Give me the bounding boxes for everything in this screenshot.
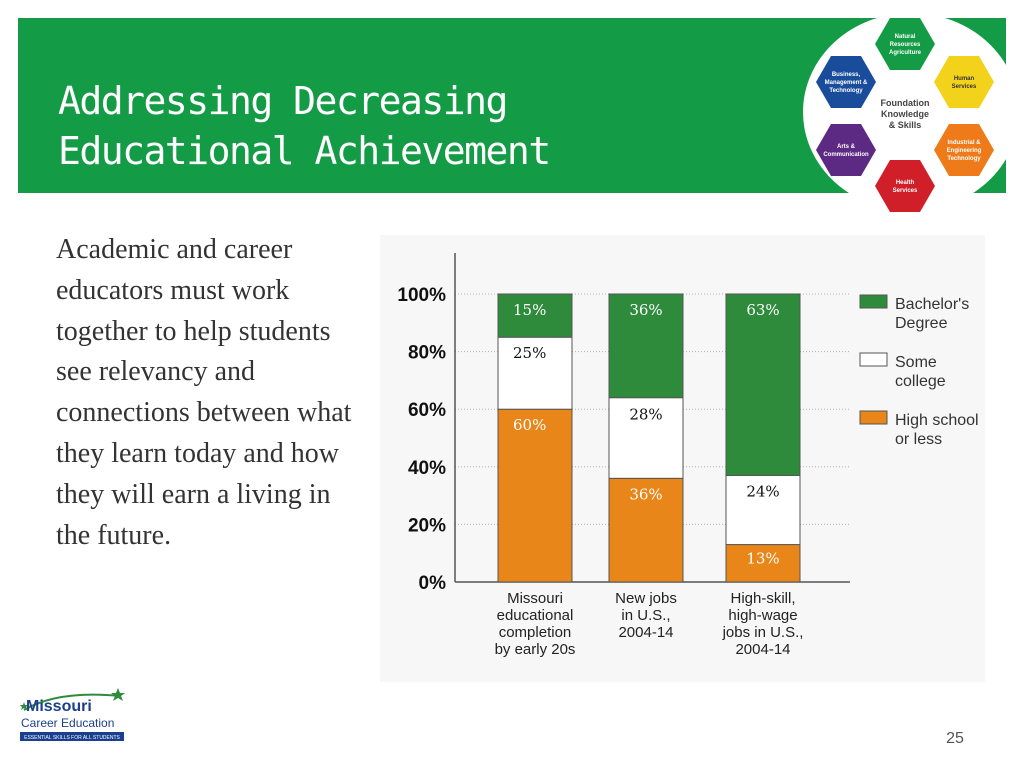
legend-swatch-high-school-or-less [859,410,888,425]
bar-high-school-or-less-1 [497,408,573,583]
wheel-segment-health-services-label-2: Services [893,188,918,194]
legend-label-high-school-or-less: or less [895,431,942,448]
wheel-segment-industrial-engineering-technology-label-3: Technology [947,156,981,162]
bar-bachelor-s-degree-1 [497,293,573,338]
bar-bachelor-s-degree-2 [608,293,684,399]
wheel-segment-arts-communication [816,124,876,176]
wheel-segments: Natural Resources Agriculture Human Services… [816,18,994,212]
x-category-label: 2004-14 [618,624,673,641]
legend-label-some-college: college [895,373,946,390]
bar-some-college-3 [725,474,801,546]
wheel-center-line-1: Foundation [881,98,930,108]
logo-tagline: ESSENTIAL SKILLS FOR ALL STUDENTS [24,735,120,741]
y-tick-label: 100% [397,285,446,306]
missouri-career-education-logo: Missouri Career Education ESSENTIAL SKIL… [20,688,125,741]
x-category-label: in U.S., [621,607,670,624]
y-tick-label: 80% [408,343,446,364]
wheel-segment-natural-resources-agriculture-label-3: Agriculture [889,50,922,56]
data-label-bachelor-s-degree-2: 36% [629,301,662,319]
wheel-segment-health-services [875,160,935,212]
x-category-label: educational [497,607,574,624]
wheel-segment-human-services [934,56,994,108]
wheel-segment-arts-communication-label-1: Arts & [837,144,856,150]
logo-tagline-bar [20,732,124,741]
bar-some-college-1 [497,336,573,410]
y-tick-label: 20% [408,515,446,536]
data-label-high-school-or-less-1: 60% [513,416,546,434]
wheel-segment-natural-resources-agriculture [875,18,935,70]
wheel-segment-industrial-engineering-technology [934,124,994,176]
bar-bachelor-s-degree-3 [725,293,801,476]
bar-some-college-2 [608,397,684,479]
logo-star-icon [111,688,125,701]
logo-small-star-icon [20,702,28,710]
wheel-center-line-3: & Skills [889,120,922,130]
wheel-segment-natural-resources-agriculture-label-2: Resources [890,42,921,48]
legend-label-bachelor-s-degree: Bachelor's [895,296,969,313]
slide-title-line-1: Addressing Decreasing [58,79,508,123]
wheel-segment-industrial-engineering-technology-label-1: Industrial & [947,140,981,146]
legend-label-some-college: Some [895,354,937,371]
wheel-segment-business-management-technology-label-3: Technology [829,88,863,94]
wheel-center-line-2: Knowledge [881,109,929,119]
data-label-some-college-1: 25% [513,344,546,362]
logo-line-2: Career Education [21,716,114,730]
body-paragraph: Academic and career educators must work … [56,234,352,551]
career-clusters-wheel: Natural Resources Agriculture Human Services… [803,13,1019,212]
data-label-bachelor-s-degree-3: 63% [746,301,779,319]
wheel-segment-health-services-label-1: Health [896,180,915,186]
data-label-high-school-or-less-3: 13% [746,550,779,568]
legend-label-high-school-or-less: High school [895,412,979,429]
bar-high-school-or-less-3 [725,544,801,583]
x-category-label: New jobs [615,590,677,607]
x-category-label: Missouri [507,590,563,607]
logo-line-1: Missouri [26,698,92,715]
wheel-segment-business-management-technology-label-1: Business, [832,72,861,78]
x-category-label: by early 20s [495,641,576,658]
x-category-label: 2004-14 [735,641,790,658]
data-label-high-school-or-less-2: 36% [629,485,662,503]
y-tick-label: 40% [408,458,446,479]
wheel-segment-business-management-technology-label-2: Management & [825,80,868,86]
data-label-bachelor-s-degree-1: 15% [513,301,546,319]
bar-high-school-or-less-2 [608,477,684,583]
x-category-label: high-wage [728,607,797,624]
page-number: 25 [946,730,964,747]
x-category-label: completion [499,624,572,641]
wheel-segment-business-management-technology [816,56,876,108]
legend-swatch-some-college [859,352,888,367]
data-label-some-college-2: 28% [629,406,662,424]
y-tick-label: 60% [408,400,446,421]
legend-label-bachelor-s-degree: Degree [895,315,948,332]
wheel-segment-human-services-label-2: Services [952,84,977,90]
chart-panel: 0% 20% 40% 60% 80% 100% 60% 25% 15% Missouri educa… [380,235,985,682]
slide-title: Addressing Decreasing Educational Achiev… [58,76,618,176]
legend-swatch-bachelor-s-degree [859,294,888,309]
wheel-segment-human-services-label-1: Human [954,76,975,82]
data-label-some-college-3: 24% [746,482,779,500]
slide-title-line-2: Educational Achievement [58,129,551,173]
logo-swoosh [23,693,121,711]
y-tick-label: 0% [419,573,447,594]
wheel-segment-natural-resources-agriculture-label-1: Natural [895,34,916,40]
x-category-label: jobs in U.S., [722,624,804,641]
wheel-segment-industrial-engineering-technology-label-2: Engineering [947,148,982,154]
wheel-segment-arts-communication-label-2: Communication [823,152,869,158]
x-category-label: High-skill, [730,590,795,607]
stacked-bar-chart: 0% 20% 40% 60% 80% 100% 60% 25% 15% Missourieduca… [397,253,979,658]
